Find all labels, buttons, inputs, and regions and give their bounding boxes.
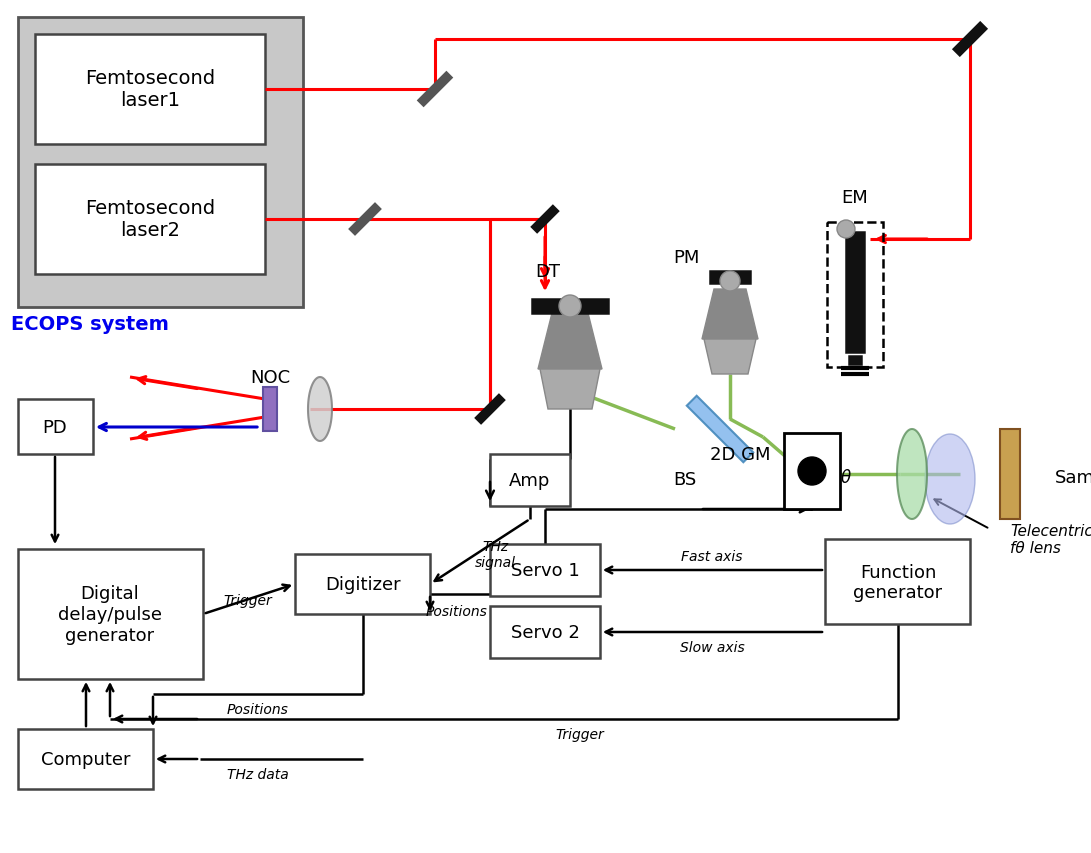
Polygon shape bbox=[702, 290, 758, 339]
Bar bbox=[295, 554, 430, 614]
Polygon shape bbox=[540, 369, 600, 409]
Text: Slow axis: Slow axis bbox=[680, 641, 744, 654]
Polygon shape bbox=[897, 430, 927, 519]
Text: Telecentric
fθ lens: Telecentric fθ lens bbox=[1010, 523, 1091, 555]
Text: PM: PM bbox=[673, 249, 700, 267]
Text: Femtosecond
laser2: Femtosecond laser2 bbox=[85, 200, 215, 241]
Ellipse shape bbox=[925, 434, 975, 525]
Bar bbox=[490, 455, 570, 507]
Text: Positions: Positions bbox=[227, 702, 289, 717]
Bar bbox=[263, 387, 277, 432]
Text: ECOPS system: ECOPS system bbox=[11, 315, 169, 334]
Ellipse shape bbox=[559, 296, 582, 317]
Ellipse shape bbox=[798, 457, 826, 485]
Polygon shape bbox=[686, 397, 753, 462]
Ellipse shape bbox=[837, 221, 855, 239]
Bar bbox=[17, 729, 153, 789]
Text: PD: PD bbox=[43, 419, 68, 437]
Bar bbox=[35, 165, 265, 275]
Text: THz
signal: THz signal bbox=[475, 539, 516, 570]
Text: Servo 1: Servo 1 bbox=[511, 561, 579, 579]
Bar bbox=[17, 399, 93, 455]
Text: Sample: Sample bbox=[1055, 468, 1091, 486]
Text: Amp: Amp bbox=[509, 472, 551, 490]
Bar bbox=[784, 433, 840, 509]
Text: Femtosecond
laser1: Femtosecond laser1 bbox=[85, 69, 215, 110]
Text: $\theta$: $\theta$ bbox=[840, 468, 852, 486]
Text: EM: EM bbox=[841, 189, 868, 206]
Text: DT: DT bbox=[535, 263, 560, 281]
Bar bbox=[490, 544, 600, 596]
Bar bbox=[17, 549, 203, 679]
Polygon shape bbox=[704, 339, 756, 374]
Bar bbox=[710, 272, 750, 284]
Ellipse shape bbox=[720, 272, 740, 292]
Text: Trigger: Trigger bbox=[555, 727, 604, 741]
Bar bbox=[532, 299, 608, 314]
Polygon shape bbox=[538, 314, 602, 369]
Bar bbox=[490, 606, 600, 659]
Text: THz data: THz data bbox=[227, 767, 289, 781]
Bar bbox=[825, 539, 970, 624]
Text: Digital
delay/pulse
generator: Digital delay/pulse generator bbox=[58, 584, 161, 644]
Text: Computer: Computer bbox=[41, 750, 131, 768]
Bar bbox=[827, 223, 883, 368]
Bar bbox=[846, 233, 864, 352]
Bar bbox=[17, 18, 303, 308]
Bar bbox=[1000, 430, 1020, 519]
Text: BS: BS bbox=[673, 471, 697, 489]
Bar bbox=[35, 35, 265, 145]
Text: NOC: NOC bbox=[250, 368, 290, 386]
Text: 2D GM: 2D GM bbox=[709, 445, 770, 463]
Text: Fast axis: Fast axis bbox=[681, 549, 743, 563]
Text: Digitizer: Digitizer bbox=[325, 575, 400, 594]
Bar bbox=[849, 357, 861, 364]
Text: Servo 2: Servo 2 bbox=[511, 624, 579, 641]
Text: Positions: Positions bbox=[427, 604, 488, 618]
Polygon shape bbox=[308, 378, 332, 442]
Text: Trigger: Trigger bbox=[224, 594, 273, 607]
Text: Function
generator: Function generator bbox=[853, 563, 943, 601]
